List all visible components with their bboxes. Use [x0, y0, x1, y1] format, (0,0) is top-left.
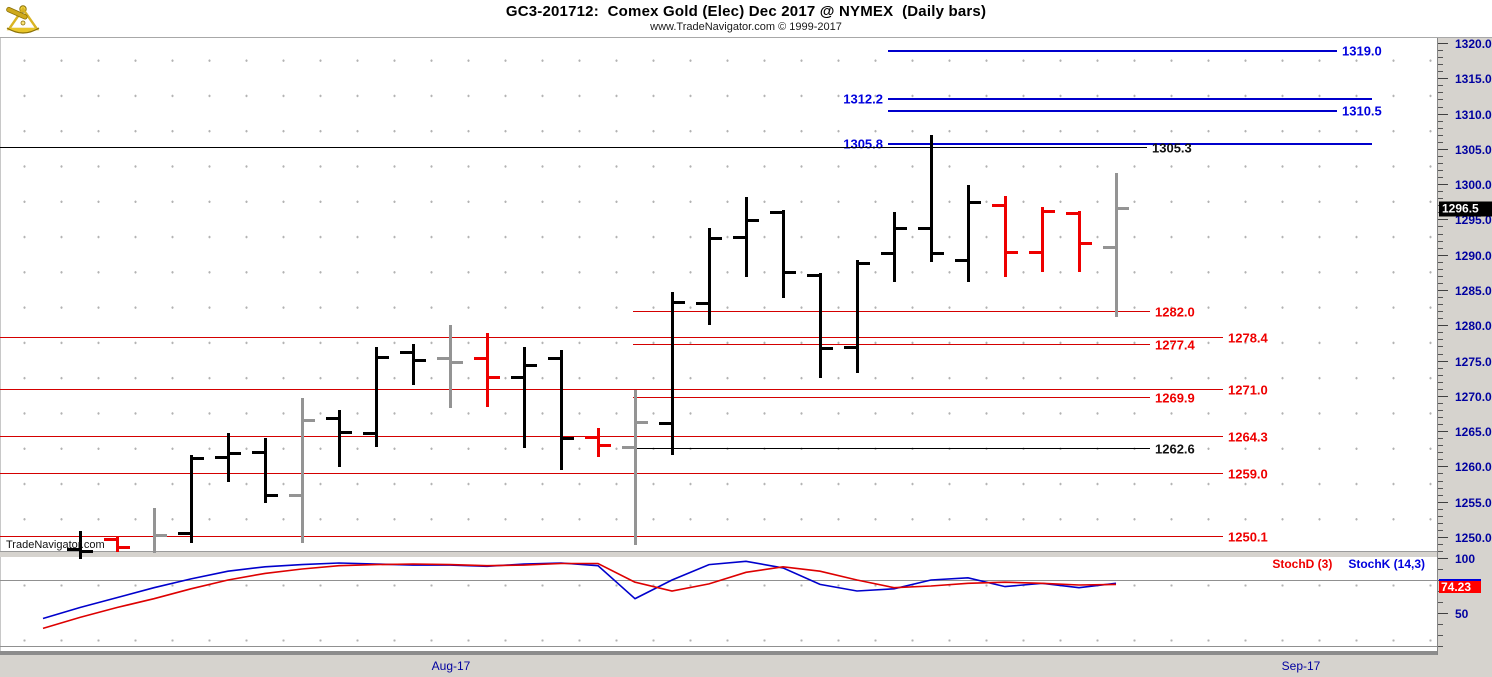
chart-title: GC3-201712: Comex Gold (Elec) Dec 2017 @… [505, 3, 987, 20]
tradenavigator-watermark: TradeNavigator.com [6, 539, 105, 551]
trade-navigator-sextant-logo-icon [6, 5, 40, 34]
stoch-current-value-box: 74.23 [1439, 579, 1481, 594]
stoch-k-legend-label[interactable]: StochK (14,3) [1348, 557, 1425, 571]
date-label-Sep-17: Sep-17 [1281, 659, 1321, 673]
stochastic-panel-plot-area[interactable] [0, 557, 1437, 651]
chart-subtitle: www.TradeNavigator.com © 1999-2017 [650, 21, 842, 33]
price-chart-plot-area[interactable] [0, 38, 1437, 551]
panel-separator[interactable] [0, 551, 1437, 557]
date-axis-strip[interactable]: Aug-17 Sep-17 [0, 655, 1492, 677]
plot-top-border [0, 37, 1492, 38]
date-axis-line [0, 651, 1440, 655]
price-axis-strip[interactable] [1437, 38, 1492, 655]
stoch-d-legend-label[interactable]: StochD (3) [1272, 557, 1333, 571]
last-price-box: 1296.5 [1439, 201, 1492, 217]
stoch-legend: StochD (3) StochK (14,3) [1272, 557, 1425, 571]
date-label-Aug-17: Aug-17 [431, 659, 471, 673]
